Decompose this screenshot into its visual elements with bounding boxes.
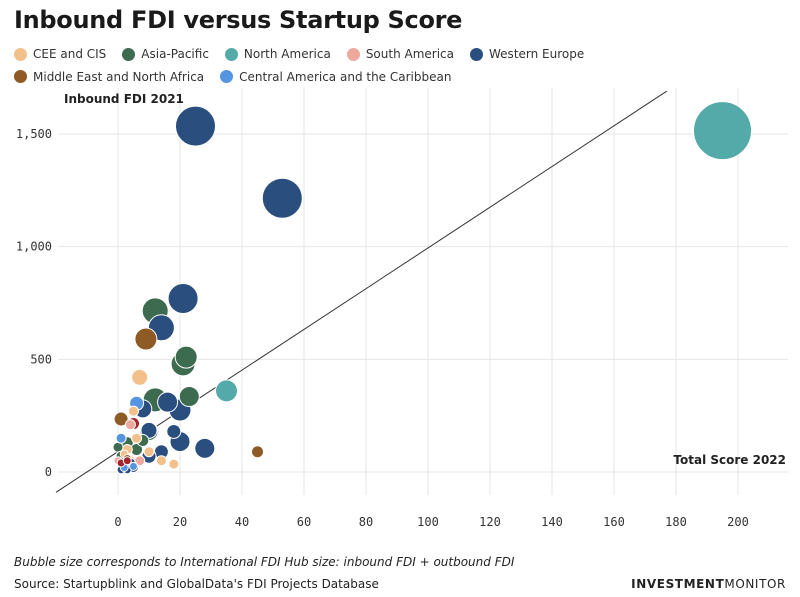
chart-title: Inbound FDI versus Startup Score (14, 6, 463, 34)
bubble (157, 391, 179, 413)
legend-label: Asia-Pacific (141, 47, 209, 61)
bubble (215, 379, 238, 403)
legend-item: Asia-Pacific (122, 44, 209, 64)
bubble (155, 455, 167, 467)
legend-swatch (14, 47, 27, 61)
bubble (143, 446, 155, 458)
x-axis-title: Total Score 2022 (673, 453, 786, 467)
x-tick-label: 100 (417, 515, 439, 529)
legend-swatch (122, 47, 136, 61)
bubble (261, 177, 303, 219)
bubble (131, 368, 149, 386)
x-tick-label: 180 (665, 515, 687, 529)
source-note: Source: Startupblink and GlobalData's FD… (14, 577, 379, 591)
legend-item: CEE and CIS (14, 44, 106, 64)
y-tick-label: 1,500 (16, 127, 52, 141)
x-tick-label: 120 (479, 515, 501, 529)
footnote: Bubble size corresponds to International… (14, 555, 515, 569)
y-tick-label: 500 (30, 352, 52, 366)
bubble (134, 327, 158, 351)
bubble (140, 421, 158, 439)
y-axis-title: Inbound FDI 2021 (64, 92, 184, 106)
bubble (178, 386, 200, 408)
legend-swatch (220, 70, 234, 83)
x-tick-label: 60 (297, 515, 311, 529)
legend-item: South America (346, 44, 455, 64)
legend-label: South America (365, 47, 455, 61)
legend-item: Middle East and North Africa (14, 67, 204, 87)
legend-label: Western Europe (489, 47, 585, 61)
legend-item: Central America and the Caribbean (220, 67, 451, 87)
legend-swatch (14, 70, 27, 83)
x-tick-label: 160 (603, 515, 625, 529)
x-tick-label: 40 (235, 515, 249, 529)
brand-light: MONITOR (724, 577, 786, 591)
bubble (128, 405, 139, 417)
legend-swatch (346, 47, 360, 61)
bubble (124, 419, 136, 431)
x-tick-label: 140 (541, 515, 563, 529)
legend-swatch (224, 47, 238, 61)
legend-label: North America (243, 47, 331, 61)
brand-logo: INVESTMENTMONITOR (631, 577, 786, 591)
brand-bold: INVESTMENT (631, 577, 725, 591)
bubble (194, 437, 216, 459)
bubble (166, 423, 182, 439)
x-tick-label: 20 (173, 515, 187, 529)
legend-label: Central America and the Caribbean (239, 69, 452, 84)
bubble (693, 101, 752, 161)
bubble (113, 411, 129, 427)
legend: CEE and CIS Asia-Pacific North America Sout… (14, 44, 794, 89)
y-tick-label: 1,000 (16, 240, 52, 254)
bubble (131, 432, 143, 444)
bubble (115, 432, 127, 444)
legend-item: Western Europe (470, 44, 584, 64)
bubble (129, 461, 138, 471)
legend-swatch (470, 47, 484, 61)
legend-label: Middle East and North Africa (33, 69, 205, 84)
bubble (122, 456, 132, 466)
bubble (167, 282, 199, 314)
legend-item: North America (224, 44, 331, 64)
x-tick-label: 0 (114, 515, 121, 529)
bubble (174, 345, 198, 369)
bubble (251, 445, 264, 459)
reference-line (55, 90, 667, 493)
x-tick-label: 200 (727, 515, 749, 529)
x-tick-label: 80 (359, 515, 373, 529)
bubble (175, 105, 216, 147)
y-tick-label: 0 (45, 465, 52, 479)
legend-label: CEE and CIS (33, 47, 107, 61)
bubble (168, 458, 180, 470)
